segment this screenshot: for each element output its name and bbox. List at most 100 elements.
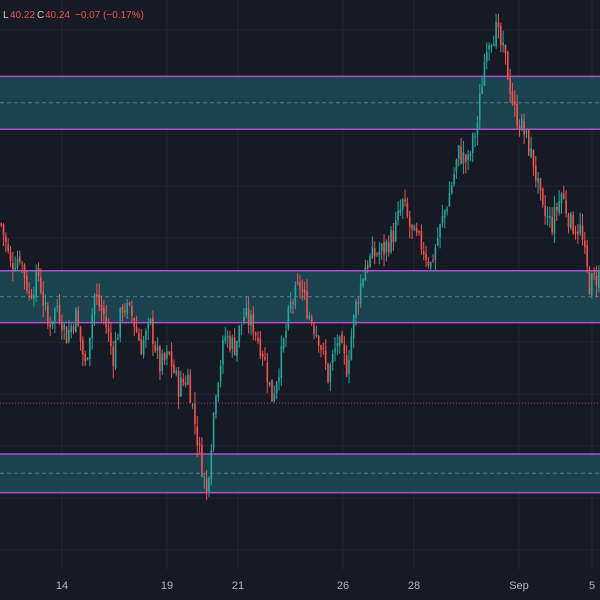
candle	[555, 202, 558, 221]
candle-body	[570, 213, 572, 229]
candle	[278, 368, 280, 391]
candle-body	[558, 201, 560, 213]
candle	[205, 470, 208, 501]
candle	[217, 381, 220, 403]
candle	[320, 344, 322, 358]
candle	[177, 366, 180, 409]
low-value: 40.22	[10, 10, 35, 21]
candle	[236, 340, 238, 362]
candle	[502, 30, 504, 53]
candle-body	[61, 323, 63, 332]
candle	[481, 75, 483, 95]
candle	[152, 310, 154, 356]
candle	[443, 209, 446, 229]
candle-body	[422, 251, 425, 255]
candle	[429, 261, 432, 270]
candle	[413, 224, 416, 231]
candle	[499, 22, 502, 53]
candle	[441, 204, 444, 228]
candle	[126, 298, 129, 319]
candle-body	[322, 347, 325, 349]
candle	[553, 195, 556, 243]
candle-body	[574, 231, 577, 234]
candle	[488, 42, 490, 61]
candle	[254, 331, 257, 342]
candle-body	[373, 248, 376, 257]
candle-body	[415, 228, 418, 233]
candle	[516, 94, 518, 129]
candle	[233, 328, 236, 356]
candle	[455, 158, 458, 180]
candle-body	[86, 358, 89, 360]
candle-body	[296, 282, 299, 284]
candle	[530, 136, 532, 159]
candle-body	[343, 344, 346, 354]
candle	[264, 347, 266, 361]
candle	[9, 245, 12, 267]
candle	[149, 317, 152, 326]
candle	[434, 244, 437, 272]
candle	[119, 307, 122, 343]
candle-body	[194, 403, 196, 424]
candle-body	[464, 154, 467, 162]
candle-body	[460, 146, 462, 164]
candle	[49, 316, 52, 337]
candle-body	[70, 325, 73, 333]
candle-body	[240, 324, 243, 326]
candle	[173, 359, 175, 374]
candle-body	[579, 224, 581, 233]
candle	[513, 90, 516, 117]
candle	[497, 13, 500, 39]
candle-body	[577, 231, 579, 235]
candle-body	[336, 343, 339, 347]
candle-body	[572, 214, 574, 234]
candle-body	[233, 337, 236, 355]
candle	[271, 379, 273, 402]
candle	[170, 342, 173, 378]
candle	[42, 280, 45, 318]
candle-body	[77, 311, 80, 326]
candle-body	[439, 224, 441, 238]
candle-body	[84, 354, 87, 362]
candle-body	[308, 316, 311, 319]
candle-body	[28, 291, 30, 293]
candle-body	[541, 188, 544, 205]
candle-body	[385, 241, 388, 253]
candle	[159, 344, 161, 381]
candle-body	[348, 359, 350, 374]
candle	[175, 367, 178, 377]
x-tick-label: 5	[589, 580, 595, 592]
candle-body	[93, 294, 96, 315]
candle-body	[441, 216, 444, 224]
candle-body	[376, 254, 378, 256]
candle-body	[112, 346, 115, 367]
candle	[112, 340, 115, 379]
candle	[313, 322, 315, 340]
candle	[154, 340, 157, 354]
candle	[14, 256, 16, 272]
candle-body	[7, 244, 9, 251]
candle-body	[79, 325, 82, 342]
candle	[457, 144, 460, 167]
candle	[289, 291, 292, 313]
candle-body	[387, 242, 390, 253]
candle	[26, 270, 28, 294]
candle	[380, 242, 383, 260]
candle	[387, 235, 390, 257]
candle	[527, 129, 530, 157]
candle-body	[152, 317, 154, 345]
candle	[77, 306, 80, 327]
candle-body	[539, 178, 542, 191]
candle-body	[453, 173, 455, 185]
candle-body	[250, 314, 252, 326]
candle	[203, 473, 206, 489]
candle	[296, 273, 299, 286]
candle	[107, 318, 110, 343]
candle-body	[82, 340, 84, 355]
candle	[415, 222, 418, 237]
candle	[567, 212, 570, 234]
candle-body	[156, 346, 159, 351]
candle-body	[226, 335, 229, 338]
